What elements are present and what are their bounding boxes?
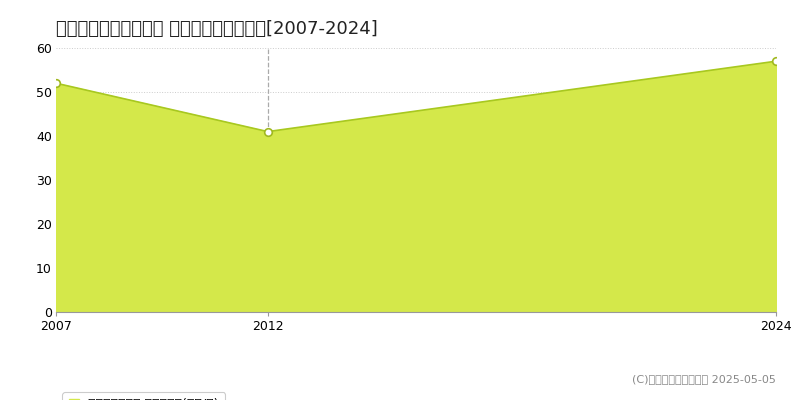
Point bbox=[262, 128, 274, 135]
Legend: マンション価格 平均坊単価(万円/坊): マンション価格 平均坊単価(万円/坊) bbox=[62, 392, 226, 400]
Text: (C)土地価格ドットコム 2025-05-05: (C)土地価格ドットコム 2025-05-05 bbox=[632, 374, 776, 384]
Point bbox=[50, 80, 62, 86]
Text: 名古屋市守山区白沢町 マンション価格推移[2007-2024]: 名古屋市守山区白沢町 マンション価格推移[2007-2024] bbox=[56, 20, 378, 38]
Point bbox=[770, 58, 782, 64]
